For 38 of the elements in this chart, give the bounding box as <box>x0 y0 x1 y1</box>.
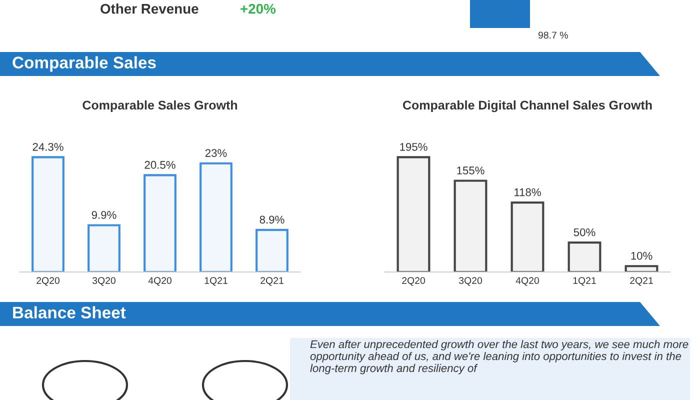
bar <box>568 242 602 272</box>
x-tick-label: 4Q20 <box>148 277 172 286</box>
bar <box>510 201 544 272</box>
chart-title: Comparable Sales Growth <box>82 100 238 112</box>
x-tick-label: 1Q21 <box>204 277 228 286</box>
bar <box>624 265 658 272</box>
x-tick-label: 4Q20 <box>516 277 540 286</box>
x-tick-label: 3Q20 <box>92 277 116 286</box>
data-label: 24.3% <box>32 142 64 151</box>
text: Balance Sheet <box>13 306 126 318</box>
data-label: 23% <box>205 149 227 157</box>
data-label: 118% <box>514 188 541 196</box>
bar <box>32 156 64 272</box>
text: Comparable Sales <box>12 56 156 72</box>
data-label: 20.5% <box>144 160 176 169</box>
bar <box>256 228 288 272</box>
text: +20% <box>240 4 276 14</box>
data-label: 50% <box>574 228 596 236</box>
data-label: 8.9% <box>260 216 284 224</box>
chart-title: Comparable Digital Channel Sales Growth <box>402 100 652 112</box>
text: 98.7 % <box>538 32 568 39</box>
data-label: 155% <box>457 166 484 174</box>
x-tick-label: 3Q20 <box>458 277 482 286</box>
bar <box>144 174 176 272</box>
x-tick-label: 2Q20 <box>402 277 426 286</box>
bar <box>396 156 430 272</box>
data-label: 9.9% <box>92 211 116 219</box>
bar <box>200 162 232 272</box>
x-tick-label: 2Q21 <box>260 277 284 286</box>
text: Other Revenue <box>100 4 198 14</box>
x-tick-label: 2Q20 <box>36 277 60 286</box>
x-tick-label: 1Q21 <box>573 277 596 286</box>
text: Even after unprecedented growth over the last two years, we see much more opportunity ahead of us, and we're leaning into opportunities to invest in the long-term growth and resiliency of <box>310 340 688 374</box>
data-label: 10% <box>631 252 652 260</box>
bar <box>454 180 488 272</box>
x-tick-label: 2Q21 <box>630 277 653 286</box>
data-label: 195% <box>400 142 428 151</box>
bar <box>88 224 120 272</box>
